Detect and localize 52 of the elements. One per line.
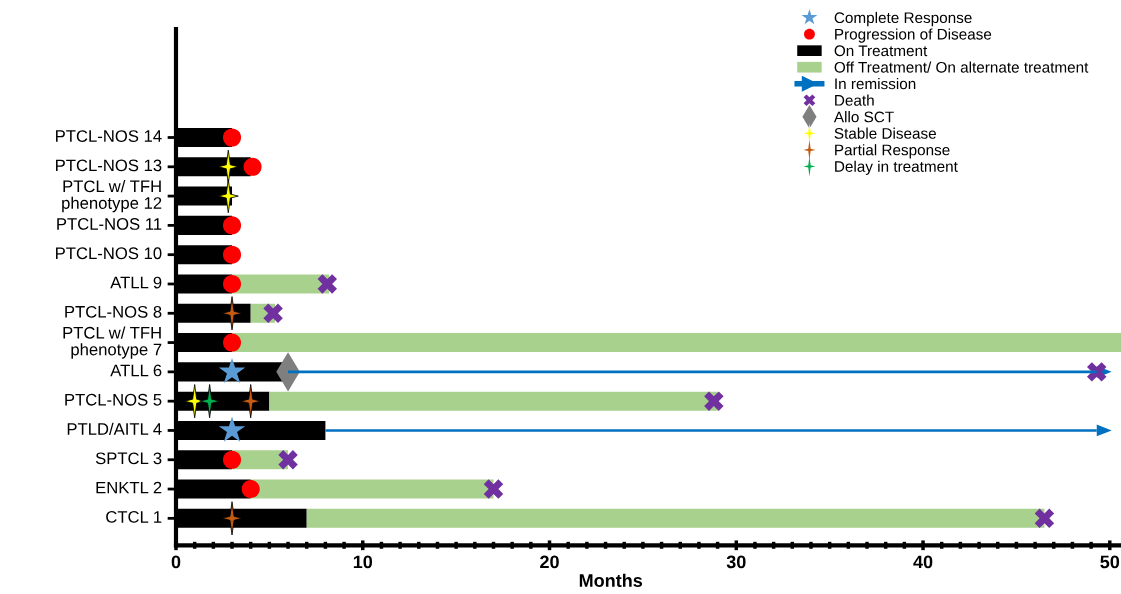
legend-label: In remission [835, 78, 916, 90]
y-tick-label: PTCL-NOS 5 [65, 393, 162, 406]
y-tick-label: ENKTL 2 [96, 481, 162, 494]
point [263, 303, 283, 323]
y-tick-label: PTCL-NOS 10 [56, 247, 162, 260]
y-tick-label: CTCL 1 [106, 511, 162, 523]
point [223, 245, 242, 264]
x-tick-label: 50 [1100, 555, 1120, 569]
y-tick-label: PTCL-NOS 11 [57, 218, 162, 230]
point [317, 274, 337, 294]
y-tick-label: ATLL 9 [110, 276, 162, 289]
point [223, 274, 242, 293]
point [241, 480, 260, 499]
y-tick-label: PTCL-NOS 14 [56, 130, 162, 142]
point [223, 216, 242, 235]
legend-label: Delay in treatment [835, 160, 958, 175]
y-tick-label: PTLD/AITL 4 [67, 422, 162, 435]
point [223, 450, 242, 469]
y-tick-label: ATLL 6 [110, 364, 162, 377]
y-tick-label: PTCL w/ TFH phenotype 12 [62, 179, 162, 213]
point [223, 128, 242, 147]
x-axis-title: Months [579, 573, 643, 587]
y-tick-label: PTCL w/ TFH phenotype 7 [63, 326, 162, 359]
legend-label: Allo SCT [833, 111, 894, 123]
x-tick-label: 20 [540, 555, 559, 569]
point [218, 357, 246, 384]
bar [250, 479, 494, 499]
point [1034, 508, 1055, 529]
y-tick-label: PTCL-NOS 8 [65, 305, 162, 318]
legend-label: Stable Disease [834, 127, 936, 139]
y-tick-label: SPTCL 3 [95, 452, 162, 465]
y-tick-label: PTCL-NOS 13 [56, 159, 162, 172]
x-tick-label: 0 [171, 555, 181, 569]
legend-label: Death [835, 94, 874, 106]
x-tick-label: 10 [353, 555, 373, 569]
x-tick-label: 40 [913, 555, 933, 569]
point [704, 391, 724, 411]
legend-label: Progression of Disease [835, 28, 992, 43]
legend-label: On Treatment [834, 45, 928, 57]
point [278, 450, 298, 470]
point [218, 416, 246, 442]
legend-label: Partial Response [835, 144, 950, 159]
point [1087, 362, 1107, 382]
x-tick-label: 30 [726, 555, 746, 569]
bar [306, 508, 1045, 528]
bar [232, 333, 1121, 353]
point [483, 479, 504, 499]
bar [269, 391, 718, 411]
legend-label: Complete Response [834, 11, 972, 27]
legend-label: Off Treatment/ On alternate treatment [834, 61, 1089, 73]
point [223, 333, 242, 352]
point [243, 157, 262, 176]
